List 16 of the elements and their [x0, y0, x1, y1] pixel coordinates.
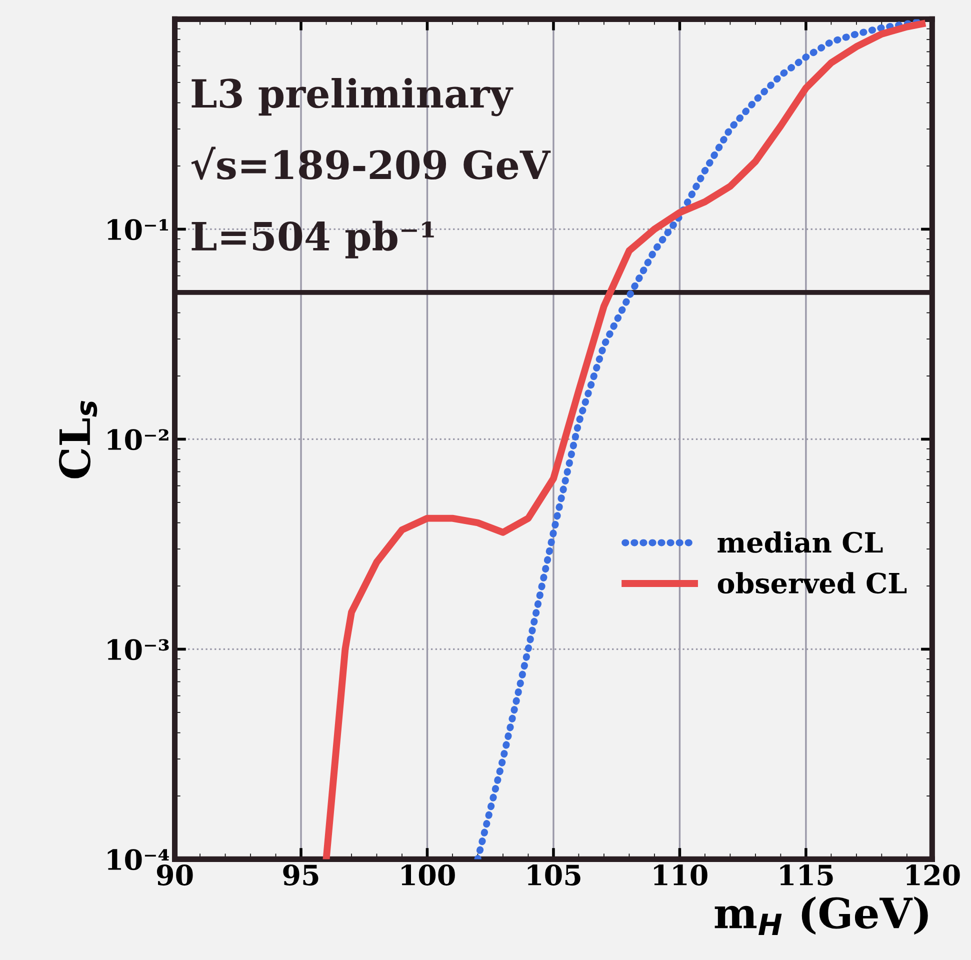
annotation: L=504 pb⁻¹ [192, 220, 434, 258]
y-tick-label: 10⁻² [108, 429, 168, 450]
y-tick-label: 10⁻¹ [108, 219, 168, 240]
x-tick-label: 100 [402, 864, 455, 886]
x-tick-label: 95 [283, 864, 318, 886]
annotation: √s=189-209 GeV [191, 146, 551, 180]
x-tick-label: 110 [654, 864, 708, 886]
annotation: L3 preliminary [192, 78, 514, 116]
x-tick-label: 120 [906, 864, 960, 886]
y-tick-label: 10⁻³ [108, 639, 169, 660]
x-tick-label: 105 [528, 864, 580, 886]
x-axis-title: m$_{H}$ (GeV) [714, 896, 928, 935]
legend-label: observed CL [718, 572, 907, 594]
legend-label: median CL [718, 531, 883, 553]
x-tick-label: 115 [780, 864, 833, 886]
y-axis-title: CL$_{s}$ [58, 400, 98, 478]
